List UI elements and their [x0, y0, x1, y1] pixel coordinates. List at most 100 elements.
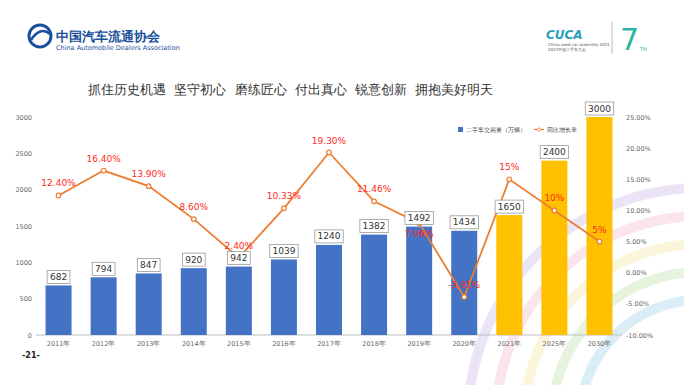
- y-tick-label: 2000: [15, 186, 32, 194]
- x-tick-label: 2013年: [137, 340, 161, 348]
- bar: [586, 117, 612, 335]
- bar: [541, 161, 567, 335]
- line-label: 10%: [544, 193, 564, 203]
- y-tick-label: 3000: [15, 114, 32, 122]
- line-marker: [597, 239, 602, 244]
- event-cn: 2021中国二手车大会: [548, 47, 586, 52]
- divider: [612, 22, 613, 54]
- line: [59, 153, 600, 298]
- y2-tick-label: -5.00%: [626, 300, 649, 308]
- x-tick-label: 2017年: [317, 340, 341, 348]
- bar-label-box: [495, 200, 523, 213]
- y-tick-label: 0: [28, 332, 32, 340]
- x-tick-label: 2030年: [588, 340, 612, 348]
- org-en: China Automobile Dealers Association: [56, 44, 180, 52]
- arc: [468, 188, 684, 385]
- line-label: 2.40%: [225, 241, 254, 251]
- line-marker: [507, 177, 512, 182]
- line-label: 5%: [592, 225, 607, 235]
- bar-label-box: [585, 102, 613, 115]
- bar-label: 920: [185, 255, 202, 265]
- x-tick-label: 2021年: [498, 340, 522, 348]
- x-tick-label: 2012年: [92, 340, 116, 348]
- decoration: [468, 188, 684, 385]
- line-label: 11.46%: [357, 184, 392, 194]
- line-label: 15%: [499, 162, 519, 172]
- labels: 6827948479209421039124013821492143416502…: [41, 102, 613, 290]
- y2-tick-label: 5.00%: [626, 238, 647, 246]
- logo-swoosh: [31, 31, 50, 40]
- slogan: 抓住历史机遇 坚守初心 磨练匠心 付出真心 锐意创新 拥抱美好明天: [88, 82, 493, 97]
- bar-label: 1492: [408, 213, 431, 223]
- bar: [406, 227, 432, 335]
- line-label: -3.91%: [448, 280, 480, 290]
- logo-ring: [29, 25, 51, 47]
- y-tick-label: 2500: [15, 150, 32, 158]
- y-tick-label: 1500: [15, 223, 32, 231]
- line-label: 12.40%: [41, 178, 76, 188]
- line-marker: [372, 199, 377, 204]
- edition: 7: [620, 22, 639, 57]
- bar-label-box: [182, 253, 205, 266]
- y2-tick-label: 20.00%: [626, 145, 651, 153]
- line-marker: [552, 208, 557, 213]
- bar-label-box: [137, 258, 160, 271]
- line-label: 10.33%: [267, 191, 302, 201]
- bar: [316, 245, 342, 335]
- event-logo: CUCA: [546, 28, 583, 42]
- bar: [46, 285, 72, 335]
- bar-label: 1039: [272, 246, 295, 256]
- bar: [271, 259, 297, 335]
- y2-tick-label: 25.00%: [626, 114, 651, 122]
- bar: [91, 277, 117, 335]
- line-label: 8.60%: [179, 202, 208, 212]
- bar-label: 1650: [498, 202, 521, 212]
- bar: [181, 268, 207, 335]
- y-tick-label: 500: [20, 295, 32, 303]
- y2-tick-label: 15.00%: [626, 176, 651, 184]
- bar-label-box: [405, 212, 433, 225]
- line-marker: [282, 206, 287, 211]
- bar-label-box: [92, 262, 115, 275]
- legend: 二手车交易量（万辆） 同比增长率: [458, 126, 577, 134]
- bar-label-box: [450, 216, 478, 229]
- line-marker: [146, 184, 151, 189]
- bar-label-box: [315, 230, 343, 243]
- bar-label: 794: [95, 264, 112, 274]
- line-label: 19.30%: [312, 136, 347, 146]
- y2-tick-label: 0.00%: [626, 269, 647, 277]
- x-tick-label: 2020年: [452, 340, 476, 348]
- x-tick-label: 2015年: [227, 340, 251, 348]
- page: 中国汽车流通协会China Automobile Dealers Associa…: [0, 0, 684, 385]
- bar: [361, 235, 387, 335]
- canvas: 中国汽车流通协会China Automobile Dealers Associa…: [0, 0, 684, 385]
- bar: [136, 273, 162, 335]
- y-tick-label: 1000: [15, 259, 32, 267]
- bar-label: 942: [230, 253, 247, 263]
- x-tick-label: 2019年: [407, 340, 431, 348]
- arc: [552, 272, 684, 385]
- bar-label-box: [540, 146, 568, 159]
- edition-suffix: TH: [639, 46, 647, 52]
- line-marker: [462, 295, 467, 300]
- page-number: -21-: [22, 351, 40, 360]
- line-label: 16.40%: [86, 154, 121, 164]
- bar-label: 2400: [543, 147, 566, 157]
- bar-label-box: [47, 270, 70, 283]
- marks: [46, 117, 613, 335]
- line-marker: [56, 193, 61, 198]
- legend-label: 同比增长率: [547, 126, 577, 133]
- bar-label: 3000: [588, 104, 611, 114]
- legend-label: 二手车交易量（万辆）: [466, 126, 526, 134]
- line-marker: [101, 168, 106, 173]
- legend-marker: [537, 128, 540, 131]
- x-tick-label: 2018年: [362, 340, 386, 348]
- bar-label-box: [360, 220, 388, 233]
- bar-label: 1240: [318, 231, 341, 241]
- bar-label-box: [270, 244, 298, 257]
- x-tick-label: 2025年: [543, 340, 567, 348]
- bar-label: 847: [140, 260, 157, 270]
- x-tick-label: 2014年: [182, 340, 206, 348]
- y2-tick-label: -10.00%: [626, 332, 653, 340]
- bar: [226, 267, 252, 335]
